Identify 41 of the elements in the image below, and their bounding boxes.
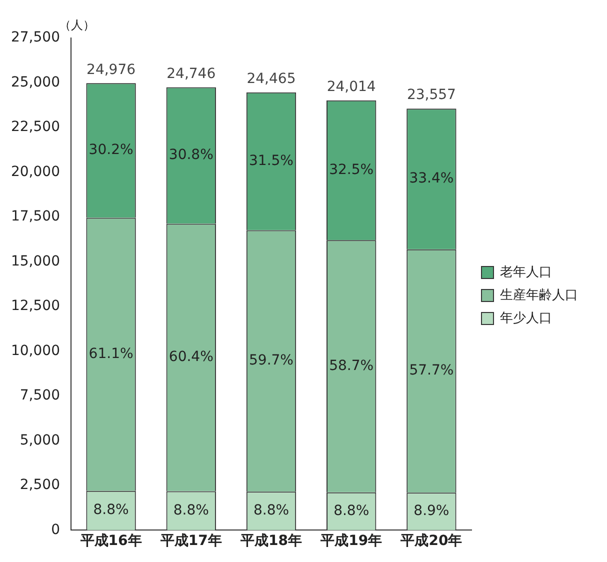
annotation: 31.5% — [249, 152, 294, 169]
y-tick-label: 10,000 — [10, 342, 60, 359]
y-tick-label: 22,500 — [10, 119, 60, 136]
annotation: 58.7% — [329, 358, 374, 374]
annotation: 59.7% — [249, 352, 294, 369]
annotation: 60.4% — [168, 349, 214, 366]
x-tick-label: 平成20年 — [400, 533, 462, 550]
y-tick-label: 25,000 — [10, 74, 60, 90]
total-label: 24,014 — [326, 79, 376, 96]
y-tick-label: 12,500 — [10, 298, 60, 314]
annotation: 8.8% — [173, 502, 209, 518]
annotation: 57.7% — [409, 362, 454, 379]
y-tick-label: 15,000 — [10, 253, 60, 270]
annotation: 32.5% — [329, 162, 374, 178]
annotation: 30.8% — [168, 147, 214, 164]
y-tick-label: 2,500 — [20, 477, 60, 494]
annotation: 61.1% — [88, 346, 134, 362]
x-tick-label: 平成16年 — [79, 533, 142, 550]
y-tick-label: 7,500 — [20, 388, 60, 404]
legend-label: 生産年齢人口 — [500, 286, 578, 303]
y-tick-label: 27,500 — [10, 30, 60, 46]
legend-label: 老年人口 — [500, 264, 552, 280]
annotation: 33.4% — [409, 170, 454, 187]
total-label: 24,976 — [86, 62, 136, 78]
y-tick-label: 20,000 — [10, 164, 60, 180]
y-tick-label: 0 — [51, 522, 60, 538]
annotation: 8.8% — [93, 502, 129, 518]
total-label: 24,746 — [166, 66, 216, 82]
x-tick-label: 平成17年 — [159, 533, 222, 550]
total-label: 23,557 — [406, 87, 456, 104]
legend-label: 年少人口 — [500, 310, 552, 326]
annotation: 8.9% — [414, 503, 450, 520]
y-tick-label: 5,000 — [20, 432, 60, 448]
total-label: 24,465 — [246, 70, 296, 87]
y-tick-label: 17,500 — [10, 208, 60, 225]
y-axis-title: （人） — [58, 18, 95, 32]
x-tick-label: 平成18年 — [240, 533, 302, 550]
annotation: 8.8% — [334, 502, 370, 519]
annotation: 30.2% — [88, 142, 134, 158]
annotation: 8.8% — [253, 502, 290, 519]
x-tick-label: 平成19年 — [320, 533, 382, 550]
